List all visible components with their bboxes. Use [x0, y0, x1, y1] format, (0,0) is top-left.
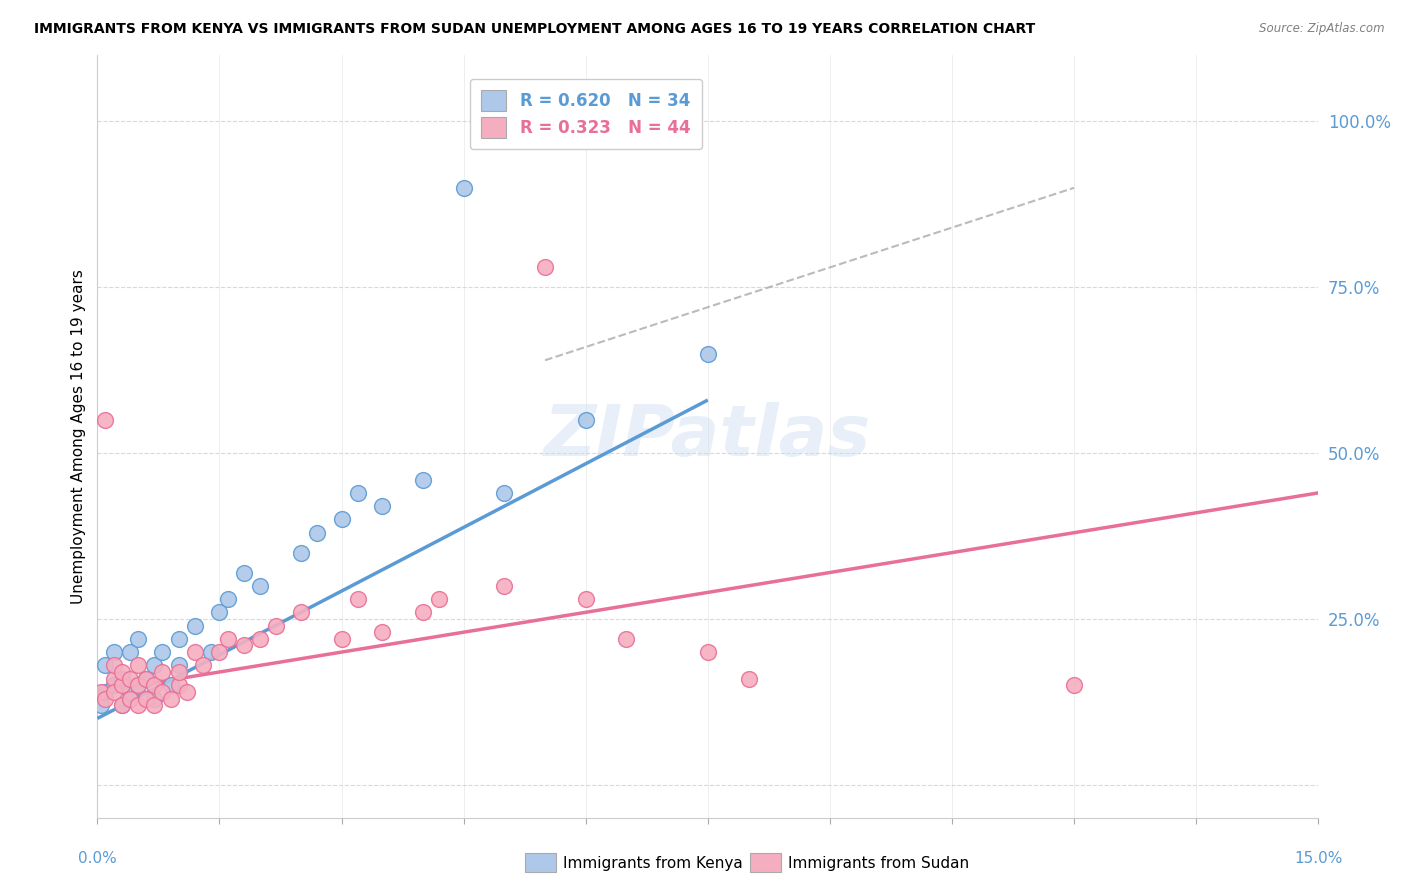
Point — [412, 473, 434, 487]
Point — [494, 486, 516, 500]
Point — [1063, 678, 1085, 692]
Point — [159, 691, 181, 706]
Point — [696, 645, 718, 659]
Point — [118, 645, 141, 659]
Point — [90, 685, 112, 699]
Point — [143, 678, 166, 692]
Point — [111, 678, 134, 692]
Point — [494, 579, 516, 593]
Point — [184, 618, 207, 632]
Point — [152, 645, 174, 659]
Point — [371, 499, 394, 513]
Point — [200, 645, 222, 659]
Point — [737, 672, 759, 686]
Point — [453, 181, 475, 195]
Point — [143, 658, 166, 673]
Point — [94, 691, 117, 706]
Point — [184, 645, 207, 659]
Point — [159, 678, 181, 692]
Point — [103, 678, 125, 692]
Point — [143, 698, 166, 713]
Point — [575, 592, 598, 607]
Point — [217, 592, 239, 607]
Point — [127, 678, 149, 692]
Point — [103, 658, 125, 673]
Point — [696, 346, 718, 360]
Point — [208, 605, 231, 619]
Point — [371, 625, 394, 640]
Text: ZIPatlas: ZIPatlas — [544, 402, 872, 471]
Point — [232, 639, 254, 653]
Point — [266, 618, 288, 632]
Point — [249, 579, 271, 593]
Point — [94, 685, 117, 699]
Point — [191, 658, 214, 673]
Point — [290, 605, 312, 619]
Point — [290, 546, 312, 560]
Text: 0.0%: 0.0% — [77, 852, 117, 866]
Point — [90, 698, 112, 713]
Point — [249, 632, 271, 646]
Point — [94, 658, 117, 673]
Point — [127, 678, 149, 692]
Point — [118, 672, 141, 686]
Point — [167, 658, 190, 673]
Point — [111, 698, 134, 713]
Point — [167, 632, 190, 646]
Point — [412, 605, 434, 619]
Point — [103, 645, 125, 659]
Text: Immigrants from Sudan: Immigrants from Sudan — [787, 856, 969, 871]
Point — [127, 658, 149, 673]
Point — [118, 685, 141, 699]
Point — [111, 672, 134, 686]
Point — [135, 672, 157, 686]
Point — [103, 685, 125, 699]
Point — [232, 566, 254, 580]
Point — [534, 260, 557, 275]
Text: Source: ZipAtlas.com: Source: ZipAtlas.com — [1260, 22, 1385, 36]
Point — [127, 698, 149, 713]
Point — [330, 512, 353, 526]
Y-axis label: Unemployment Among Ages 16 to 19 years: Unemployment Among Ages 16 to 19 years — [72, 269, 86, 604]
Point — [330, 632, 353, 646]
Legend: R = 0.620   N = 34, R = 0.323   N = 44: R = 0.620 N = 34, R = 0.323 N = 44 — [470, 78, 702, 149]
Point — [152, 685, 174, 699]
Point — [152, 665, 174, 679]
Point — [575, 413, 598, 427]
Point — [217, 632, 239, 646]
Point — [176, 685, 198, 699]
Text: IMMIGRANTS FROM KENYA VS IMMIGRANTS FROM SUDAN UNEMPLOYMENT AMONG AGES 16 TO 19 : IMMIGRANTS FROM KENYA VS IMMIGRANTS FROM… — [34, 22, 1035, 37]
Point — [167, 678, 190, 692]
Text: 15.0%: 15.0% — [1294, 852, 1343, 866]
Point — [103, 672, 125, 686]
Point — [127, 632, 149, 646]
Point — [143, 691, 166, 706]
Point — [111, 698, 134, 713]
Text: Immigrants from Kenya: Immigrants from Kenya — [562, 856, 742, 871]
Point — [135, 691, 157, 706]
Point — [346, 592, 368, 607]
Point — [616, 632, 638, 646]
Point — [94, 413, 117, 427]
Point — [135, 672, 157, 686]
Point — [307, 525, 329, 540]
Point — [167, 665, 190, 679]
Point — [111, 665, 134, 679]
Point — [346, 486, 368, 500]
Point — [118, 691, 141, 706]
Point — [427, 592, 450, 607]
Point — [208, 645, 231, 659]
